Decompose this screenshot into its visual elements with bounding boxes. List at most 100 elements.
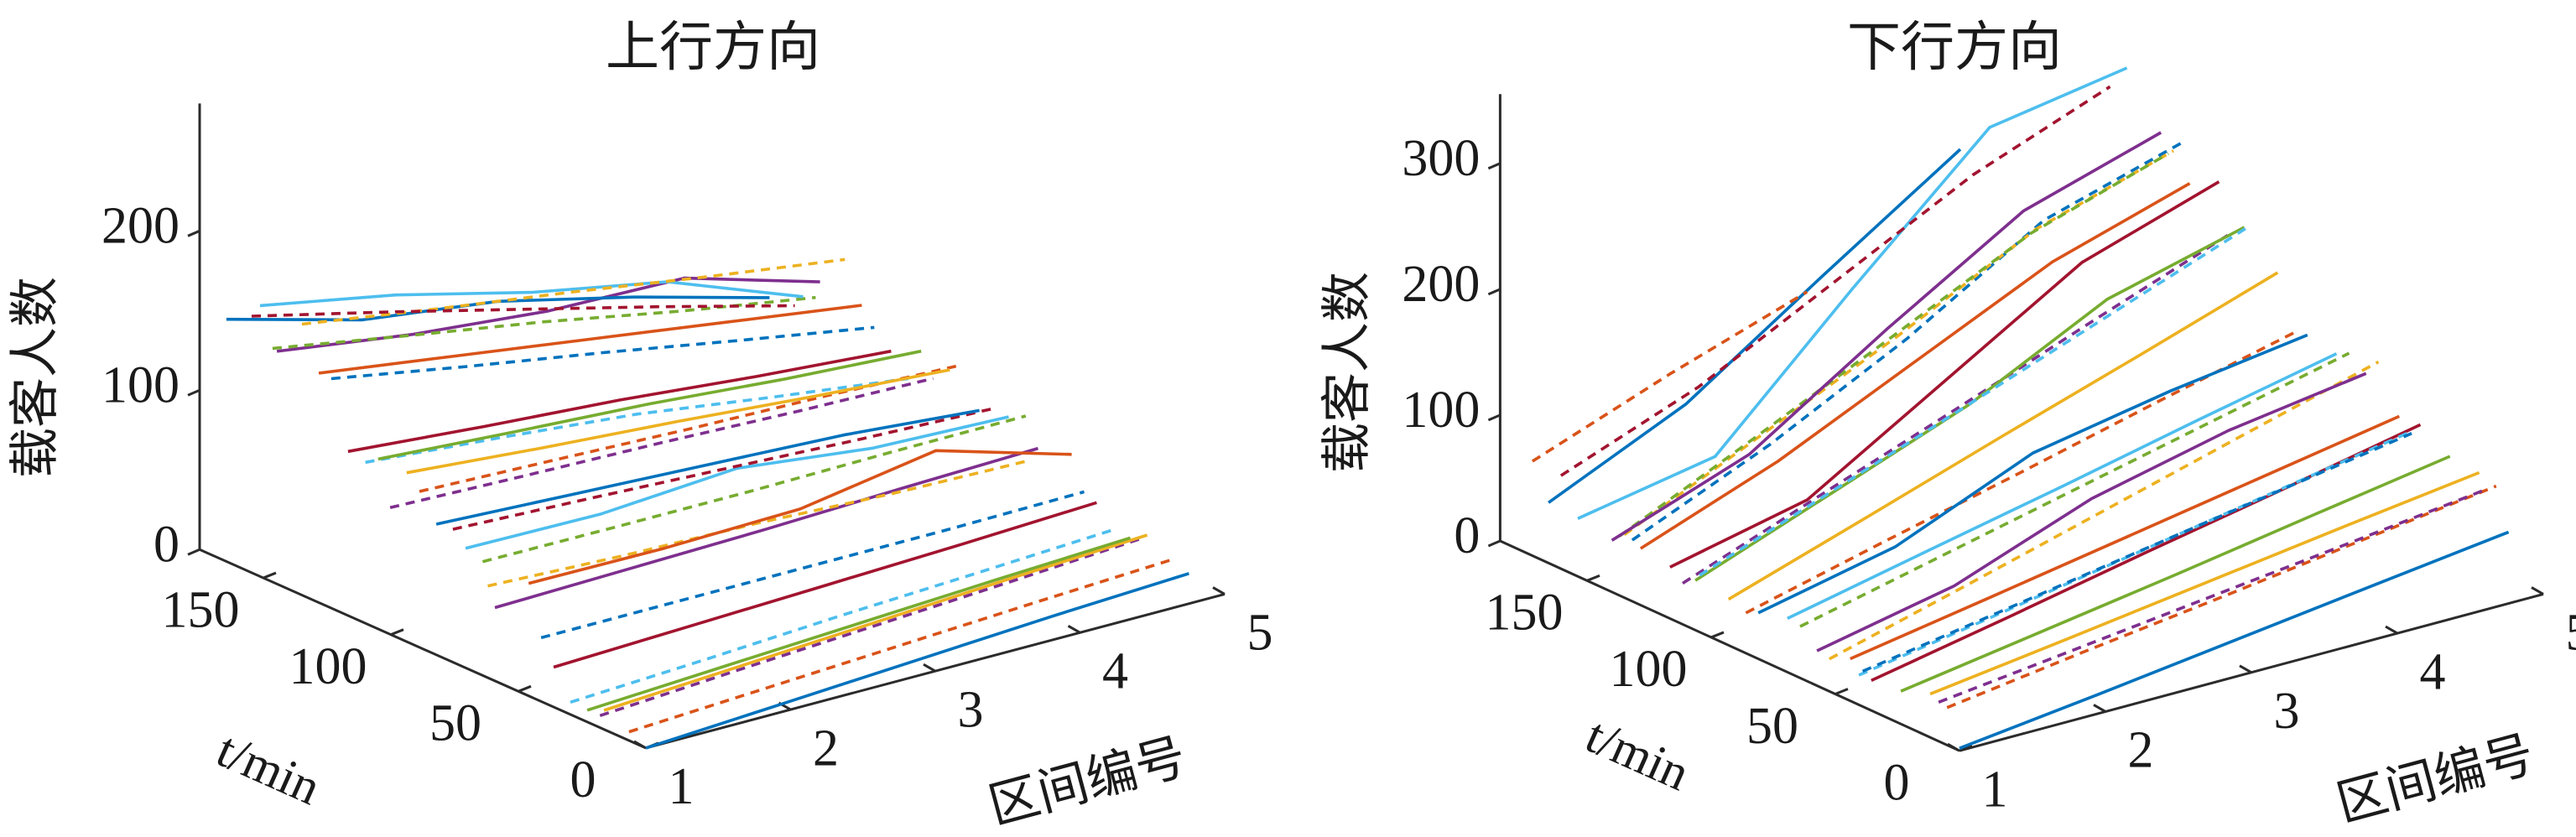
- series-line-8: [494, 446, 1039, 610]
- t-tick-label: 100: [1610, 641, 1688, 698]
- z-tick-mark: [1487, 288, 1501, 296]
- series-line-26: [1548, 148, 1962, 504]
- t-tick-label: 150: [162, 581, 240, 638]
- series-line-11: [481, 414, 1027, 564]
- x-tick-mark: [1212, 586, 1226, 595]
- x-axis-line: [645, 592, 1226, 750]
- series-line-12: [465, 415, 1009, 550]
- t-tick-label: 100: [289, 638, 367, 695]
- t-tick-label: 150: [1486, 585, 1564, 642]
- x-tick-mark: [2385, 625, 2398, 635]
- chart-panel-down-direction: 0 100 200 300 0 50 100 150 1 2 3 4 5 下行方向 t/min 区间编号 载客人…: [1319, 18, 2576, 832]
- z-axis-label: 载客人数: [8, 277, 63, 478]
- x-axis-label: 区间编号: [983, 729, 1192, 834]
- x-tick-mark: [1947, 742, 1960, 752]
- series-line-27: [1531, 290, 1808, 463]
- series-line-27: [301, 257, 846, 326]
- series-line-5: [570, 528, 1115, 704]
- t-tick-label: 50: [1746, 698, 1798, 755]
- z-tick-mark: [1487, 162, 1501, 170]
- t-tick-label: 0: [570, 751, 596, 808]
- z-tick-label: 100: [1402, 382, 1480, 439]
- series-line-21: [330, 325, 875, 381]
- series-line-24: [1611, 131, 2162, 542]
- series-line-18: [1699, 225, 2250, 577]
- z-axis-label: 载客人数: [1319, 272, 1375, 473]
- z-tick-label: 100: [101, 357, 180, 414]
- t-tick-mark: [390, 628, 404, 637]
- series-line-23: [276, 276, 820, 353]
- chart-title: 上行方向: [606, 18, 820, 77]
- t-tick-mark: [1959, 744, 1973, 752]
- series-line-14: [1757, 333, 2308, 615]
- chart-title: 下行方向: [1847, 18, 2062, 77]
- series-line-10: [528, 449, 1072, 585]
- series-line-11: [1799, 351, 2350, 628]
- series-line-4: [586, 536, 1132, 712]
- series-line-1: [628, 558, 1173, 734]
- series-line-9: [1829, 360, 2380, 661]
- series-line-7: [540, 490, 1085, 640]
- z-tick-label: 0: [154, 517, 180, 574]
- series-line-17: [365, 377, 909, 465]
- z-tick-mark: [187, 388, 200, 397]
- x-tick-label: 1: [1982, 761, 2008, 818]
- series-line-20: [347, 349, 892, 454]
- x-tick-mark: [2093, 704, 2106, 713]
- t-tick-mark: [263, 571, 277, 580]
- z-tick-mark: [1487, 413, 1501, 422]
- t-tick-label: 50: [429, 695, 481, 752]
- series-line-19: [1669, 180, 2220, 569]
- x-tick-mark: [2531, 586, 2544, 595]
- series-line-3: [1929, 470, 2480, 696]
- x-tick-label: 3: [958, 681, 984, 738]
- chart-panel-up-direction: 0 100 200 0 50 100 150 1 2 3 4 5 上行方向 t/min 区间编号 载客人数: [8, 18, 1273, 834]
- series-line-13: [452, 406, 997, 531]
- t-tick-mark: [1586, 574, 1600, 582]
- series-line-0: [645, 572, 1189, 750]
- series-line-5: [1871, 423, 2422, 683]
- z-tick-mark: [1487, 539, 1501, 548]
- series-line-24: [272, 295, 816, 351]
- z-tick-mark: [187, 229, 200, 237]
- series-line-7: [1861, 432, 2412, 673]
- z-tick-label: 200: [101, 198, 180, 255]
- series-line-23: [1618, 152, 2169, 538]
- series-line-22: [318, 304, 862, 375]
- x-tick-label: 3: [2274, 683, 2300, 740]
- t-tick-mark: [1834, 688, 1849, 695]
- t-axis-line: [1499, 539, 1960, 752]
- t-tick-label: 0: [1884, 754, 1910, 811]
- series-line-16: [1682, 231, 2233, 585]
- t-axis-line: [199, 548, 647, 750]
- series-line-3: [603, 533, 1148, 712]
- x-tick-label: 2: [2128, 722, 2154, 779]
- x-tick-label: 5: [2566, 605, 2576, 662]
- z-tick-label: 0: [1454, 507, 1480, 564]
- series-line-9: [487, 458, 1032, 588]
- t-axis-label: t/min: [209, 721, 329, 815]
- series-line-26: [259, 280, 804, 308]
- series-line-1: [1946, 484, 2497, 710]
- series-line-18: [406, 368, 950, 475]
- series-line-2: [1938, 487, 2489, 704]
- series-line-20: [1639, 182, 2191, 550]
- series-line-10: [1816, 372, 2367, 652]
- series-line-15: [1727, 271, 2279, 601]
- series-line-22: [1623, 149, 2174, 537]
- t-tick-mark: [1710, 631, 1725, 639]
- series-line-25: [1577, 66, 2128, 520]
- x-tick-label: 4: [2420, 643, 2446, 700]
- x-tick-mark: [2239, 664, 2252, 674]
- x-tick-mark: [923, 663, 936, 673]
- series-line-15: [389, 377, 934, 510]
- series-line-21: [1631, 142, 2183, 542]
- t-axis-label: t/min: [1578, 707, 1698, 801]
- x-tick-mark: [633, 740, 647, 750]
- x-tick-mark: [1067, 624, 1081, 634]
- series-line-14: [435, 408, 980, 526]
- x-tick-label: 2: [813, 720, 839, 777]
- series-line-4: [1900, 455, 2451, 693]
- series-line-6: [553, 501, 1097, 669]
- t-tick-mark: [518, 684, 532, 693]
